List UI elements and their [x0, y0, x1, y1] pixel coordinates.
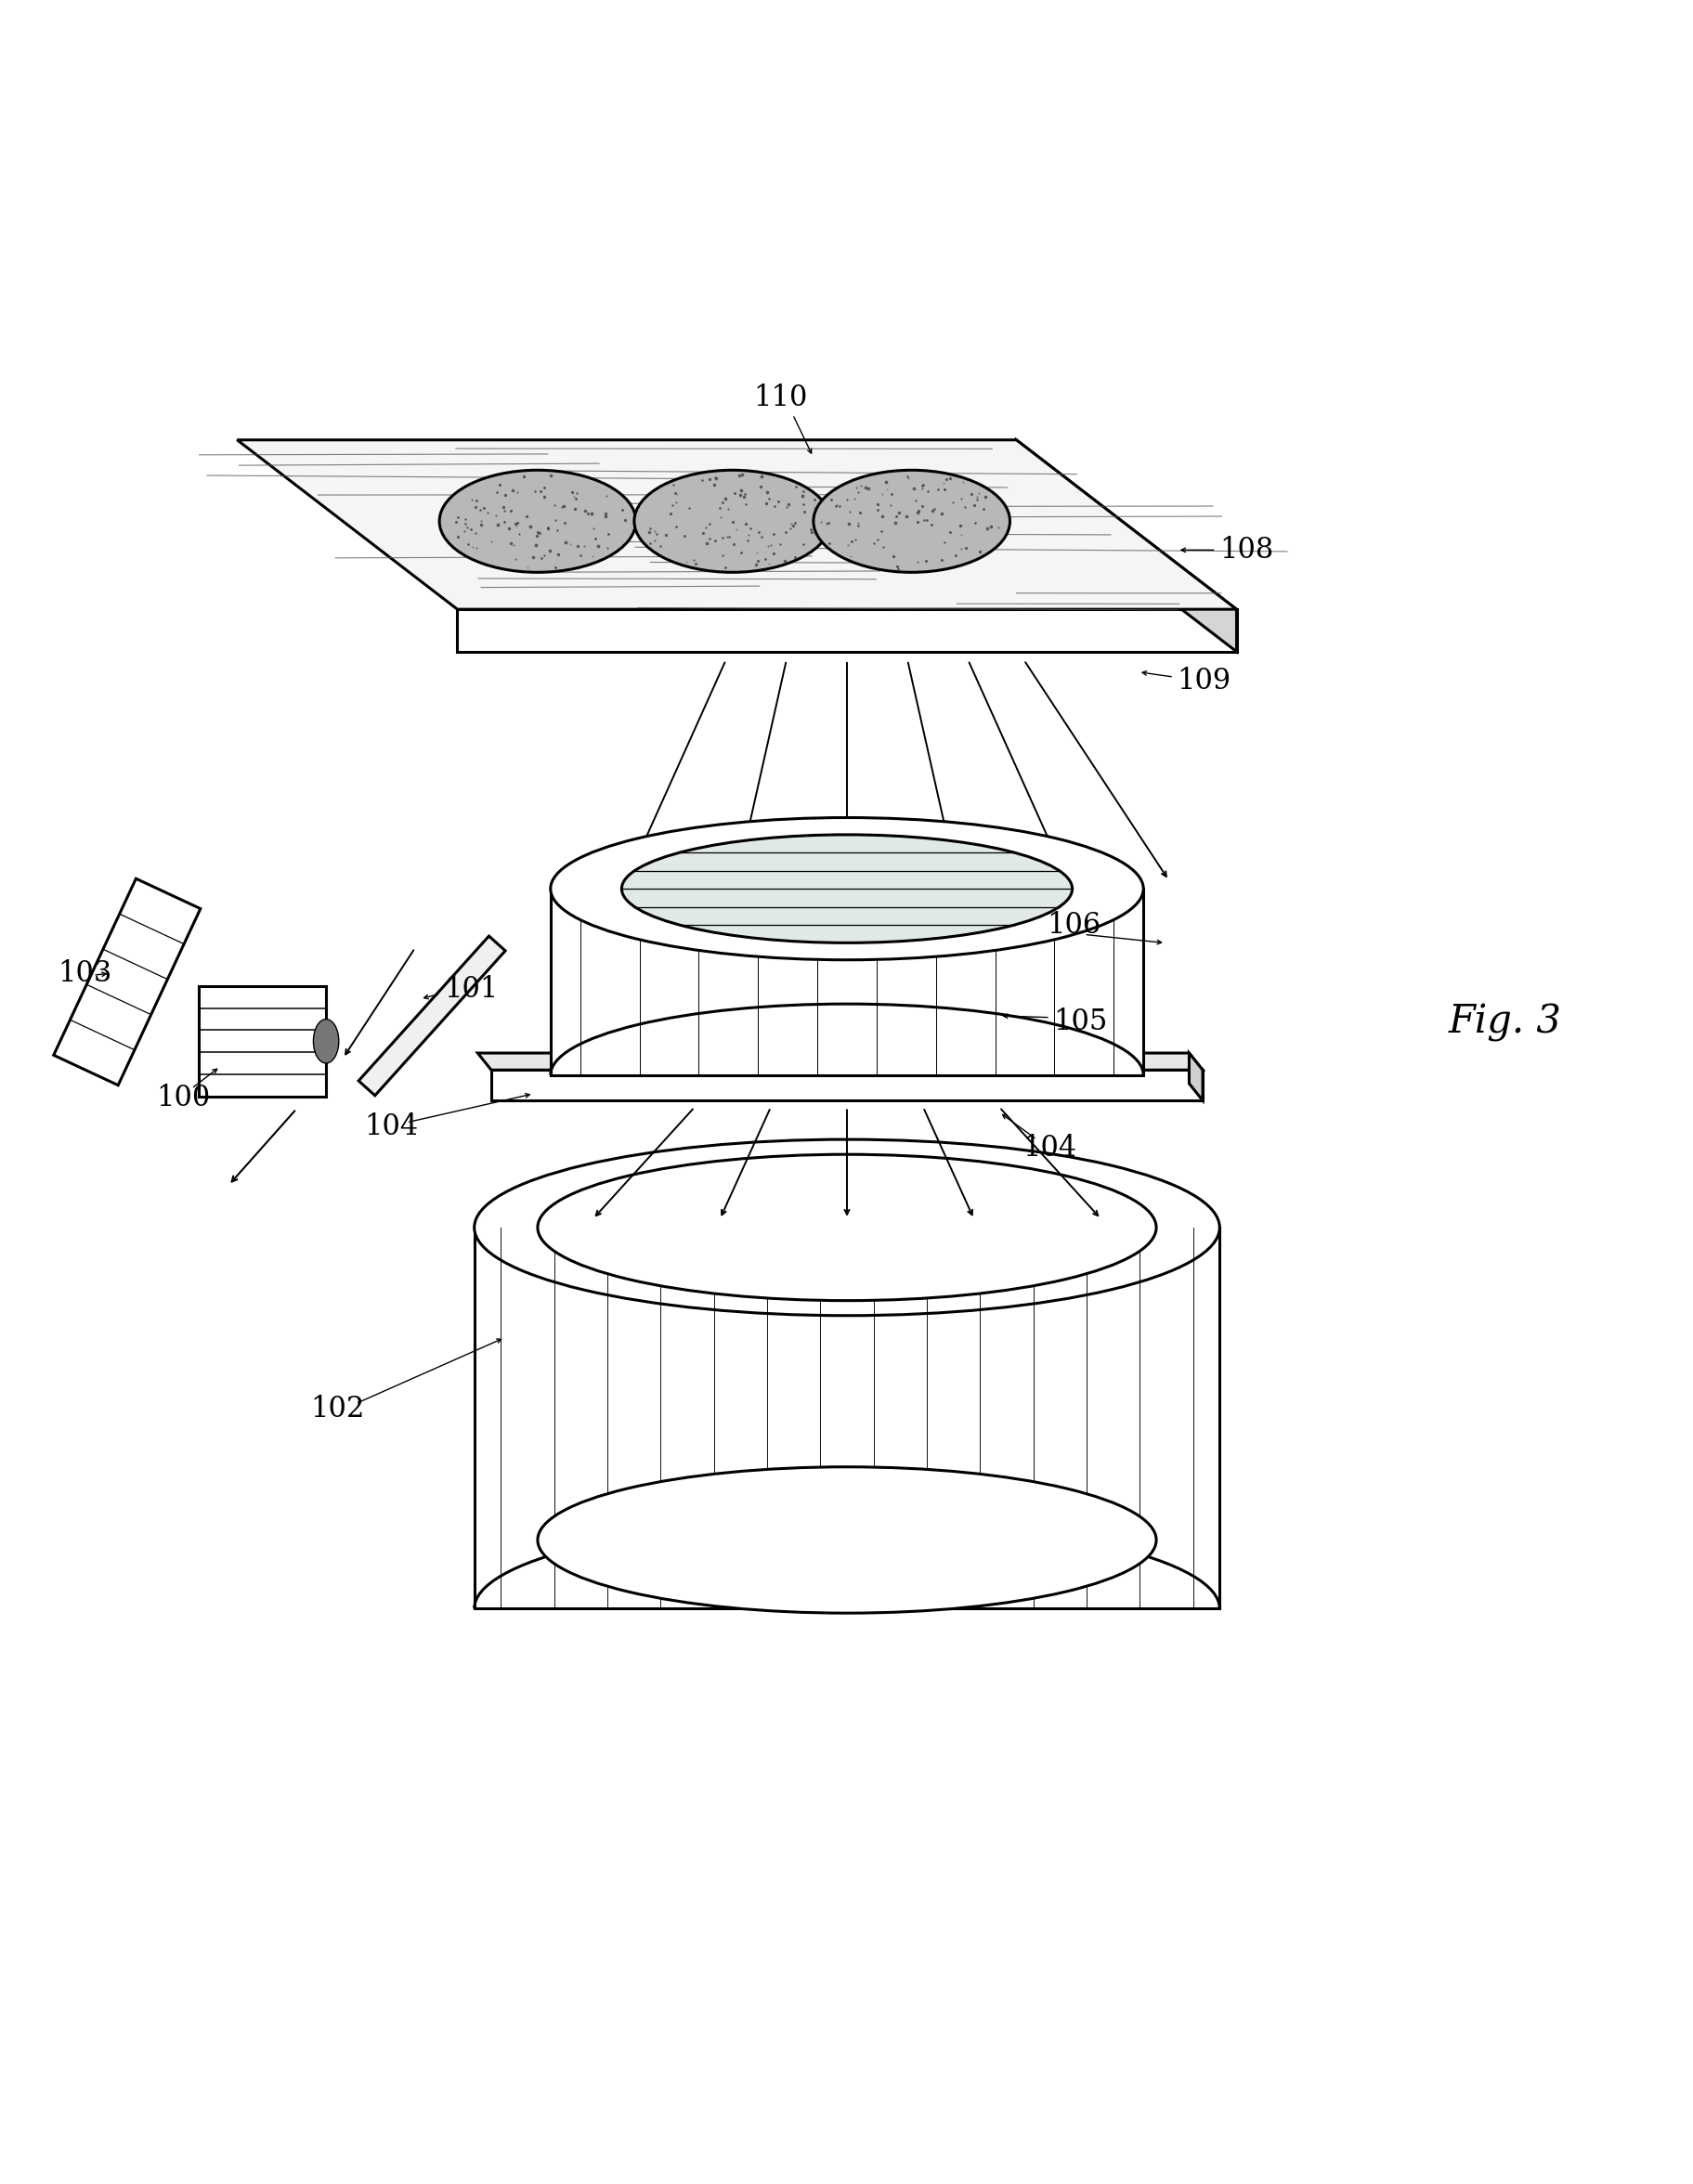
Text: 102: 102 [310, 1396, 364, 1424]
Polygon shape [457, 609, 1236, 651]
Ellipse shape [813, 470, 1009, 572]
Ellipse shape [313, 1020, 339, 1064]
Ellipse shape [633, 470, 830, 572]
Ellipse shape [537, 1468, 1156, 1614]
Ellipse shape [474, 1140, 1219, 1315]
Text: 106: 106 [1046, 911, 1100, 939]
Text: 103: 103 [58, 959, 112, 989]
FancyBboxPatch shape [54, 878, 200, 1085]
Ellipse shape [537, 1155, 1156, 1302]
Polygon shape [550, 889, 1143, 1075]
Text: 108: 108 [1219, 537, 1273, 566]
Polygon shape [1016, 439, 1236, 651]
Polygon shape [474, 1227, 1219, 1610]
FancyBboxPatch shape [359, 937, 505, 1096]
Text: 105: 105 [1053, 1007, 1107, 1035]
Text: 101: 101 [444, 974, 498, 1005]
Polygon shape [477, 1053, 1202, 1070]
Polygon shape [198, 987, 325, 1096]
Ellipse shape [550, 817, 1143, 961]
Ellipse shape [438, 470, 635, 572]
Text: 109: 109 [1177, 666, 1231, 695]
Text: 104: 104 [1023, 1133, 1077, 1162]
Text: 100: 100 [156, 1083, 210, 1112]
Polygon shape [491, 1070, 1202, 1101]
Text: Fig. 3: Fig. 3 [1448, 1002, 1561, 1042]
Polygon shape [1188, 1053, 1202, 1101]
Ellipse shape [621, 834, 1072, 943]
Text: 110: 110 [753, 384, 808, 413]
Polygon shape [237, 439, 1236, 609]
Text: 104: 104 [364, 1112, 418, 1140]
